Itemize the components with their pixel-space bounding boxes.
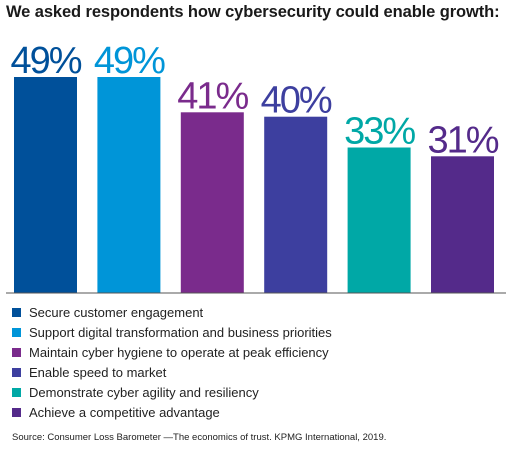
legend-swatch [12,327,21,337]
legend-item: Maintain cyber hygiene to operate at pea… [12,342,332,362]
legend-label: Achieve a competitive advantage [29,404,220,420]
legend-swatch [12,307,21,317]
bar-value-label: 40% [261,80,332,122]
bar-value-label: 31% [427,119,498,161]
legend-label: Demonstrate cyber agility and resiliency [29,384,259,400]
legend-swatch [12,367,21,377]
legend-item: Support digital transformation and busin… [12,322,332,342]
legend-item: Demonstrate cyber agility and resiliency [12,382,332,402]
bar [180,112,244,293]
legend-swatch [12,407,21,417]
legend-label: Secure customer engagement [29,304,204,320]
bar [347,147,411,293]
bar [264,116,328,293]
bar [97,77,161,293]
legend-item: Enable speed to market [12,362,332,382]
bars-group [14,77,494,293]
bar-chart: 49% 49% 41% 40% 33% 31% [6,40,506,294]
legend-label: Support digital transformation and busin… [29,324,332,340]
bar [14,77,77,293]
chart-title: We asked respondents how cybersecurity c… [6,3,500,21]
source-note: Source: Consumer Loss Barometer —The eco… [12,432,387,443]
legend-label: Maintain cyber hygiene to operate at pea… [29,344,329,360]
value-labels-group: 49% 49% 41% 40% 33% 31% [10,40,500,161]
legend-swatch [12,387,21,397]
legend-item: Secure customer engagement [12,302,332,322]
legend-label: Enable speed to market [29,364,167,380]
bar-value-label: 33% [344,111,415,153]
bar-value-label: 49% [94,40,165,82]
legend-swatch [12,347,21,357]
bar-value-label: 49% [10,40,81,82]
bar [431,156,494,293]
bar-value-label: 41% [177,75,248,117]
legend-item: Achieve a competitive advantage [12,402,332,422]
legend: Secure customer engagement Support digit… [12,302,332,422]
